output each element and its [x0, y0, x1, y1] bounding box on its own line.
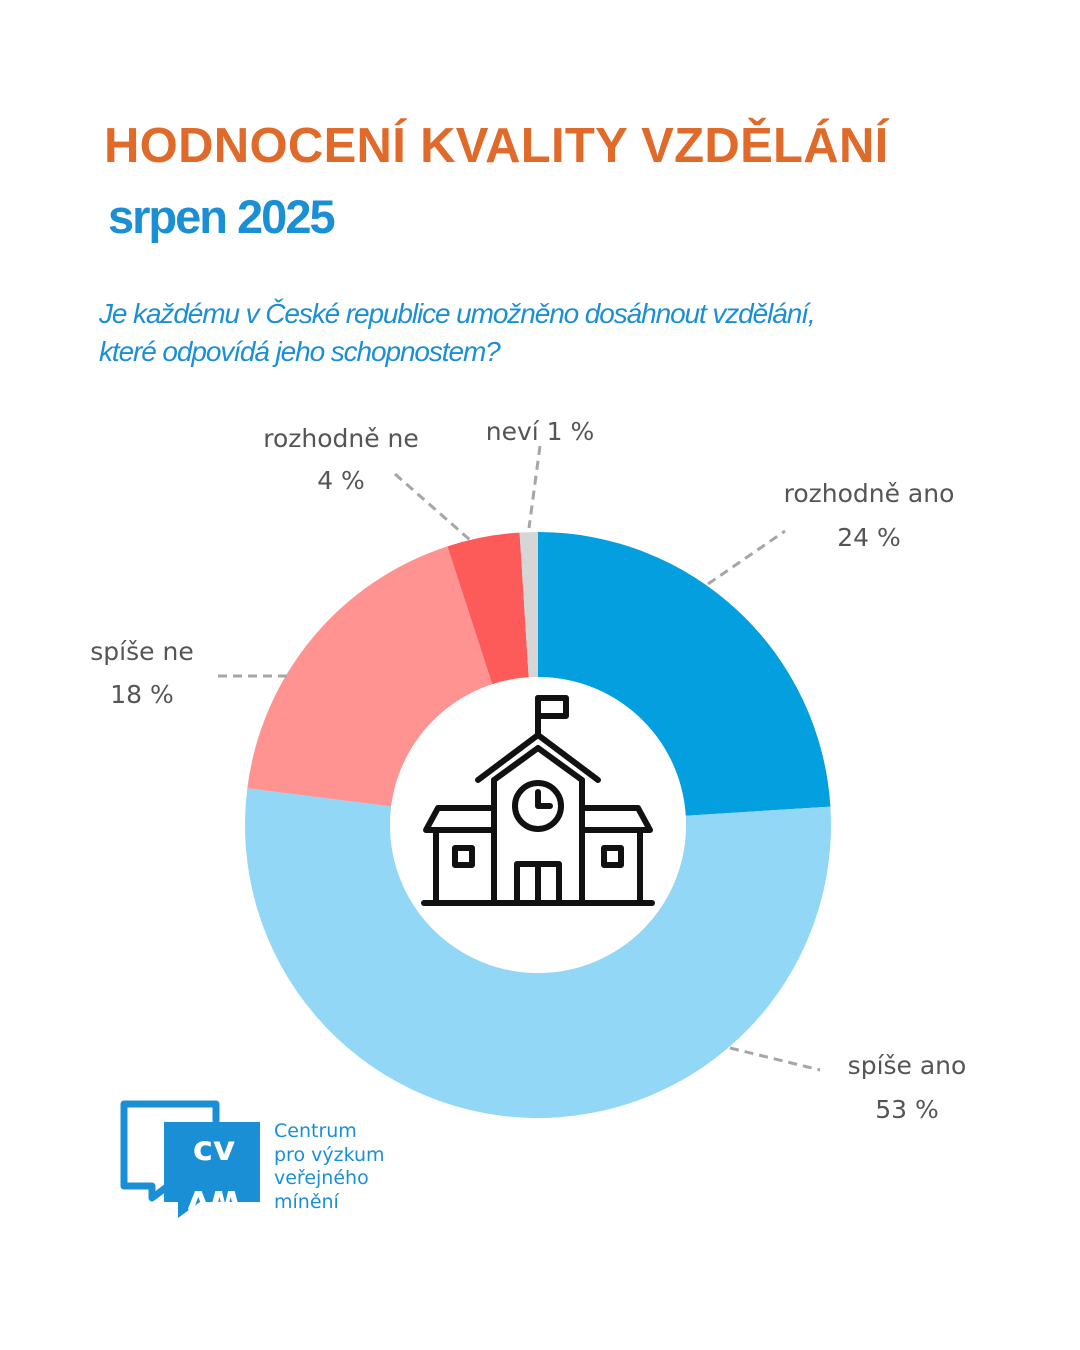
logo-mark-top: cv	[193, 1129, 235, 1169]
cvvm-logo: cv wv	[120, 1100, 260, 1222]
slice-label-value-spise-ano: 53 %	[875, 1095, 939, 1124]
donut-slice-spise-ano	[244, 788, 832, 1119]
logo-line-3: veřejného	[274, 1167, 369, 1189]
donut-slice-nevi	[519, 532, 538, 678]
logo-mark-bottom: wv	[187, 1182, 241, 1222]
survey-question: Je každému v České republice umožněno do…	[99, 295, 999, 371]
logo-wordmark: Centrum pro výzkum veřejného mínění	[274, 1120, 385, 1214]
slice-label-nevi: neví 1 %	[486, 417, 595, 446]
leader-line-rozhodne-ano	[707, 529, 786, 586]
slice-labels: rozhodně ano 24 % spíše ano 53 % spíše ne 18 …	[90, 417, 966, 1124]
survey-question-line-2: které odpovídá jeho schopnostem?	[99, 336, 501, 367]
leader-lines	[218, 445, 821, 1072]
slice-label-value-rozhodne-ano: 24 %	[837, 523, 901, 552]
donut-slice-rozhodne-ne	[447, 532, 529, 685]
donut-slice-spise-ne	[247, 546, 493, 807]
donut-slices	[244, 532, 832, 1119]
survey-question-line-1: Je každému v České republice umožněno do…	[99, 298, 816, 329]
logo-line-1: Centrum	[274, 1120, 357, 1142]
leader-line-rozhodne-ne	[394, 472, 471, 542]
donut-slice-rozhodne-ano	[538, 532, 831, 816]
page-subtitle: srpen 2025	[108, 190, 336, 243]
slice-label-name-spise-ne: spíše ne	[90, 637, 193, 666]
slice-label-name-rozhodne-ano: rozhodně ano	[784, 479, 955, 508]
slice-label-value-rozhodne-ne: 4 %	[317, 466, 365, 495]
page-title: HODNOCENÍ KVALITY VZDĚLÁNÍ	[104, 119, 889, 173]
leader-line-nevi	[527, 445, 542, 529]
logo-line-2: pro výzkum	[274, 1143, 385, 1166]
donut-hole	[390, 677, 686, 973]
slice-label-value-spise-ne: 18 %	[110, 680, 174, 709]
leader-line-spise-ano	[729, 1046, 821, 1072]
school-building-icon	[421, 695, 655, 906]
logo-line-4: mínění	[274, 1190, 339, 1213]
slice-label-name-spise-ano: spíše ano	[848, 1051, 967, 1080]
slice-label-name-rozhodne-ne: rozhodně ne	[263, 424, 419, 453]
